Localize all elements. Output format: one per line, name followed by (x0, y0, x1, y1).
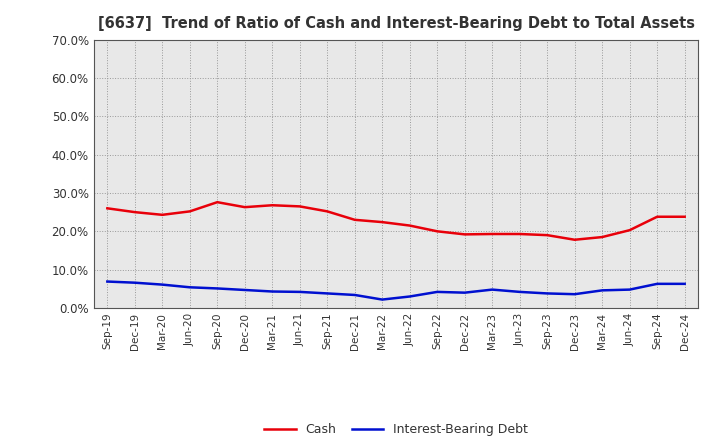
Cash (351, 217, 359, 223)
Cash (488, 231, 497, 237)
Cash (516, 231, 524, 237)
Interest-Bearing Debt (351, 292, 359, 297)
Interest-Bearing Debt (405, 294, 414, 299)
Interest-Bearing Debt (626, 287, 634, 292)
Interest-Bearing Debt (543, 291, 552, 296)
Cash (158, 212, 166, 217)
Cash (570, 237, 579, 242)
Cash (405, 223, 414, 228)
Interest-Bearing Debt (103, 279, 112, 284)
Interest-Bearing Debt (323, 291, 332, 296)
Cash (103, 205, 112, 211)
Cash (680, 214, 689, 220)
Interest-Bearing Debt (598, 288, 606, 293)
Cash (543, 232, 552, 238)
Cash (653, 214, 662, 220)
Cash (186, 209, 194, 214)
Interest-Bearing Debt (186, 285, 194, 290)
Interest-Bearing Debt (488, 287, 497, 292)
Interest-Bearing Debt (295, 289, 304, 294)
Cash (626, 227, 634, 233)
Title: [6637]  Trend of Ratio of Cash and Interest-Bearing Debt to Total Assets: [6637] Trend of Ratio of Cash and Intere… (97, 16, 695, 32)
Cash (295, 204, 304, 209)
Cash (130, 209, 139, 215)
Cash (268, 202, 276, 208)
Interest-Bearing Debt (378, 297, 387, 302)
Interest-Bearing Debt (158, 282, 166, 287)
Cash (240, 205, 249, 210)
Cash (378, 220, 387, 225)
Cash (598, 235, 606, 240)
Cash (433, 229, 441, 234)
Interest-Bearing Debt (570, 292, 579, 297)
Cash (213, 199, 222, 205)
Cash (460, 232, 469, 237)
Line: Interest-Bearing Debt: Interest-Bearing Debt (107, 282, 685, 300)
Line: Cash: Cash (107, 202, 685, 240)
Interest-Bearing Debt (240, 287, 249, 293)
Interest-Bearing Debt (130, 280, 139, 285)
Interest-Bearing Debt (268, 289, 276, 294)
Legend: Cash, Interest-Bearing Debt: Cash, Interest-Bearing Debt (259, 418, 533, 440)
Interest-Bearing Debt (680, 281, 689, 286)
Interest-Bearing Debt (433, 289, 441, 294)
Interest-Bearing Debt (213, 286, 222, 291)
Interest-Bearing Debt (653, 281, 662, 286)
Cash (323, 209, 332, 214)
Interest-Bearing Debt (460, 290, 469, 295)
Interest-Bearing Debt (516, 289, 524, 294)
